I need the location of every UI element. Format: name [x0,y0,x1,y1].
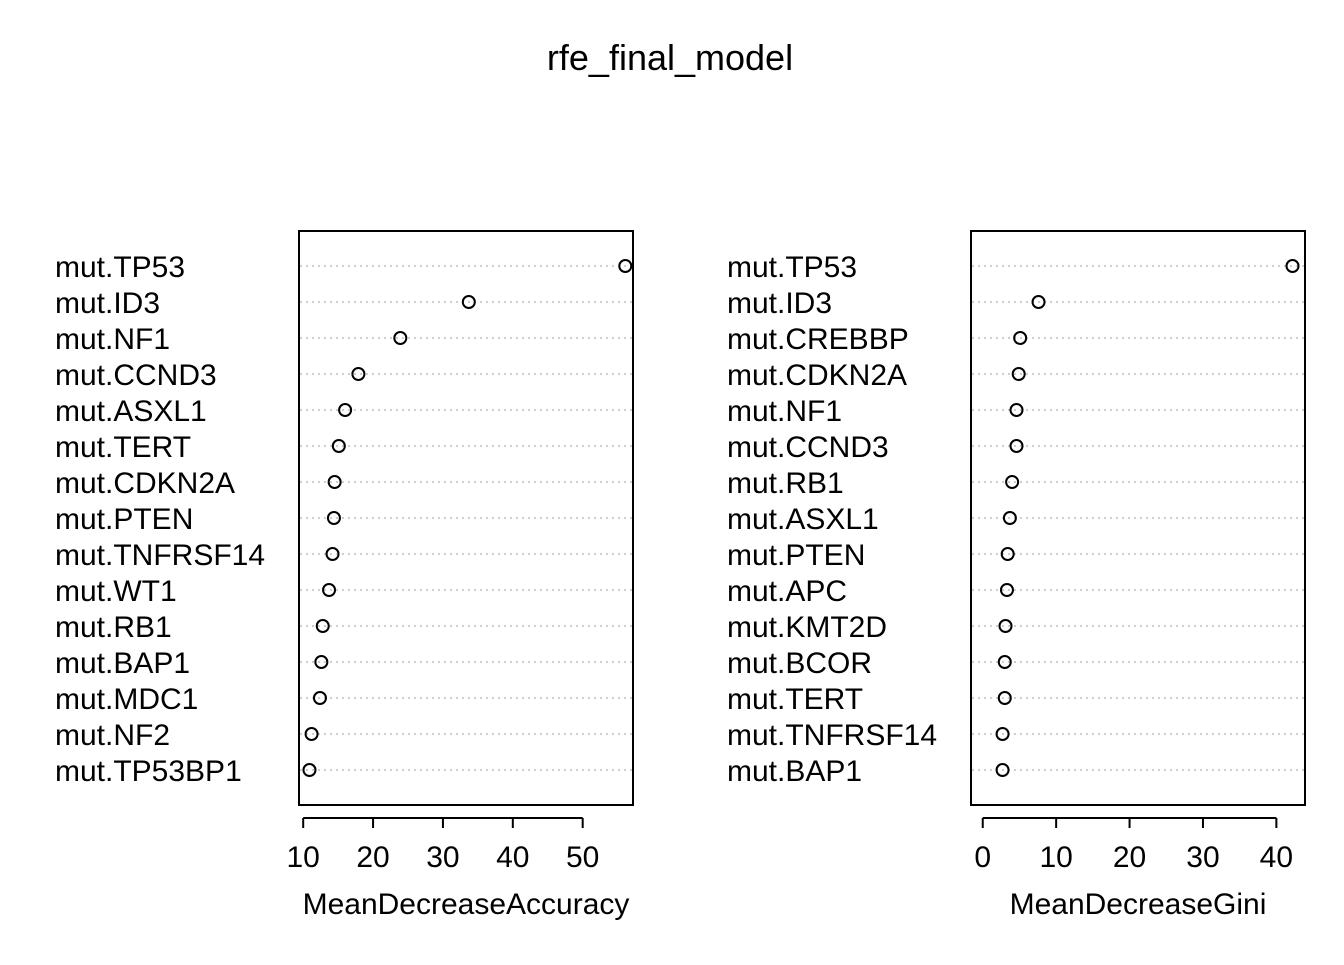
category-label: mut.RB1 [55,611,172,644]
category-label: mut.NF1 [55,323,170,356]
x-axis-label: MeanDecreaseAccuracy [303,888,630,921]
category-label: mut.CDKN2A [55,467,235,500]
data-point [618,259,633,273]
category-label: mut.ID3 [55,287,160,320]
x-axis: 0 10 20 30 40 [974,817,1293,874]
data-point [314,655,329,669]
data-point [1009,403,1024,417]
category-label: mut.NF2 [55,719,170,752]
data-point [325,547,340,561]
data-point [331,439,346,453]
data-point [322,583,337,597]
data-points [302,259,633,777]
x-tick-label: 30 [426,841,459,874]
x-tick-label: 40 [1260,841,1293,874]
chart-title: rfe_final_model [547,37,793,78]
category-label: mut.PTEN [55,503,193,536]
data-point [1013,331,1028,345]
data-point [995,763,1010,777]
plot-frame [298,230,634,806]
data-point [1000,547,1015,561]
category-label: mut.ASXL1 [55,395,207,428]
data-point [326,511,341,525]
x-tick-label: 20 [356,841,389,874]
data-point [1011,367,1026,381]
data-points [995,259,1300,777]
category-label: mut.TNFRSF14 [55,539,265,572]
x-tick-label: 10 [287,841,320,874]
data-point [999,583,1014,597]
category-label: mut.MDC1 [55,683,198,716]
data-point [393,331,408,345]
x-tick-label: 40 [496,841,529,874]
data-point [312,691,327,705]
category-label: mut.KMT2D [727,611,887,644]
grid-lines [300,265,632,771]
data-point [1009,439,1024,453]
category-label: mut.TP53 [55,251,185,284]
data-point [461,295,476,309]
data-point [304,727,319,741]
data-point [997,691,1012,705]
grid-lines [972,265,1304,771]
category-label: mut.TNFRSF14 [727,719,937,752]
category-label: mut.CDKN2A [727,359,907,392]
category-label: mut.RB1 [727,467,844,500]
x-axis: 10 20 30 40 50 [287,817,599,874]
x-tick-label: 10 [1039,841,1072,874]
category-labels: mut.TP53mut.ID3mut.CREBBPmut.CDKN2Amut.N… [727,251,937,788]
x-tick-label: 20 [1113,841,1146,874]
data-point [351,367,366,381]
category-label: mut.TERT [55,431,191,464]
x-tick-label: 50 [566,841,599,874]
category-label: mut.APC [727,575,847,608]
data-point [302,763,317,777]
data-point [995,727,1010,741]
category-label: mut.CCND3 [55,359,217,392]
data-point [1285,259,1300,273]
category-label: mut.ASXL1 [727,503,879,536]
data-point [315,619,330,633]
plot-frame [970,230,1306,806]
gini-panel: mut.TP53mut.ID3mut.CREBBPmut.CDKN2Amut.N… [727,230,1306,921]
category-label: mut.CREBBP [727,323,909,356]
x-axis-label: MeanDecreaseGini [1010,888,1267,921]
category-label: mut.CCND3 [727,431,889,464]
x-tick-label: 30 [1186,841,1219,874]
data-point [1002,511,1017,525]
category-label: mut.PTEN [727,539,865,572]
category-label: mut.BAP1 [727,755,862,788]
data-point [997,655,1012,669]
category-label: mut.ID3 [727,287,832,320]
x-tick-label: 0 [974,841,991,874]
category-label: mut.WT1 [55,575,177,608]
category-labels: mut.TP53mut.ID3mut.NF1mut.CCND3mut.ASXL1… [55,251,265,788]
category-label: mut.BCOR [727,647,872,680]
data-point [1005,475,1020,489]
category-label: mut.TP53BP1 [55,755,242,788]
category-label: mut.BAP1 [55,647,190,680]
category-label: mut.TP53 [727,251,857,284]
data-point [327,475,342,489]
data-point [1031,295,1046,309]
data-point [998,619,1013,633]
data-point [338,403,353,417]
category-label: mut.TERT [727,683,863,716]
category-label: mut.NF1 [727,395,842,428]
accuracy-panel: mut.TP53mut.ID3mut.NF1mut.CCND3mut.ASXL1… [55,230,634,921]
